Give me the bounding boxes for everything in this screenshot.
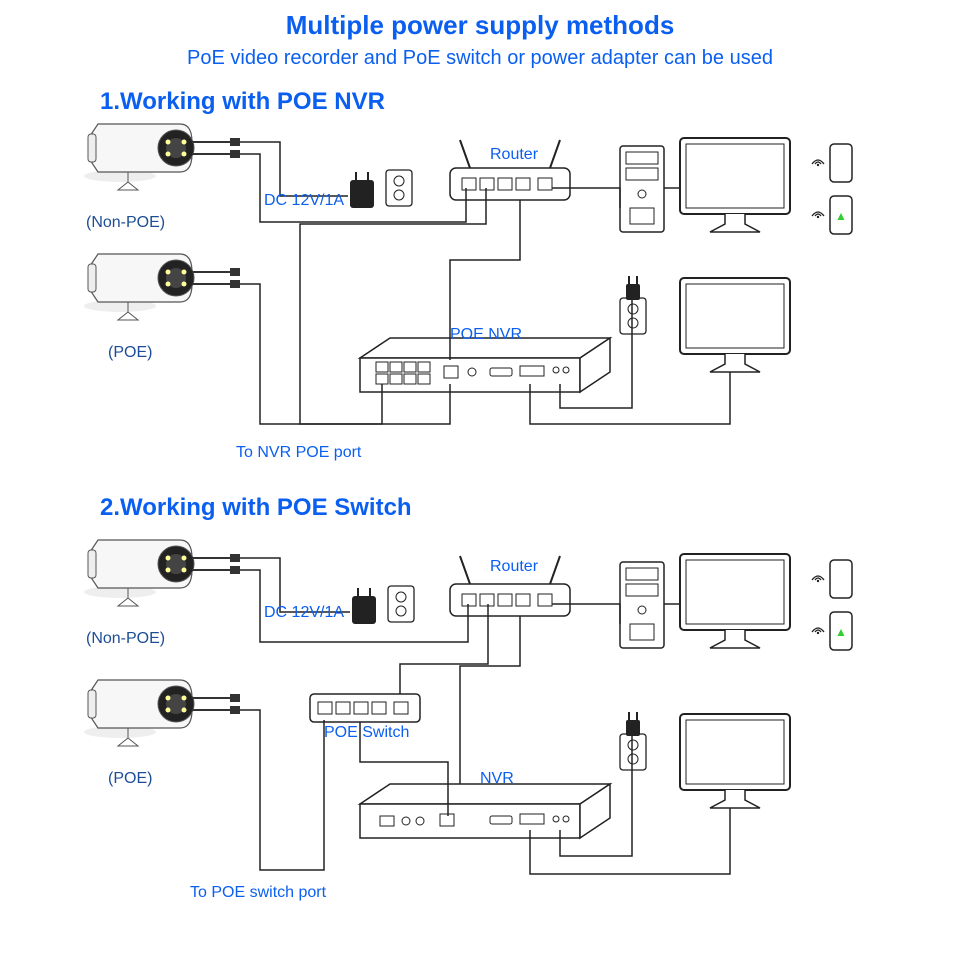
diagram-section-1: ▲ [0, 118, 960, 488]
label-to-nvr-port: To NVR POE port [236, 444, 361, 462]
label-router-2: Router [490, 558, 538, 576]
wall-outlet-2-icon [620, 298, 646, 334]
monitor-2-icon [680, 278, 790, 372]
camera-poe-icon [84, 254, 240, 320]
svg-text:▲: ▲ [835, 209, 847, 223]
camera-poe-2-icon [84, 680, 240, 746]
wall-outlet-icon [386, 170, 412, 206]
section2-title: 2.Working with POE Switch [100, 494, 412, 522]
label-to-switch-port: To POE switch port [190, 884, 326, 902]
camera-non-poe-2-icon [84, 540, 240, 606]
wall-outlet-3-icon [388, 586, 414, 622]
section1-title: 1.Working with POE NVR [100, 88, 385, 116]
label-router-1: Router [490, 146, 538, 164]
svg-text:▲: ▲ [835, 625, 847, 639]
power-adapter-2-icon [352, 596, 376, 624]
monitor-4-icon [680, 714, 790, 808]
page-title: Multiple power supply methods [0, 0, 960, 41]
monitor-icon [680, 138, 790, 232]
label-nvr: NVR [480, 770, 514, 788]
label-non-poe-1: (Non-POE) [86, 214, 165, 232]
label-poe-1: (POE) [108, 344, 152, 362]
page-subtitle: PoE video recorder and PoE switch or pow… [0, 47, 960, 70]
label-dc-1: DC 12V/1A [264, 192, 344, 210]
phone-ios-2-icon [830, 560, 852, 598]
power-plug-2-icon [626, 712, 640, 736]
pc-tower-2-icon [620, 562, 664, 648]
monitor-3-icon [680, 554, 790, 648]
label-poe-2: (POE) [108, 770, 152, 788]
label-poe-switch: POE Switch [324, 724, 409, 742]
phone-ios-icon [830, 144, 852, 182]
diagram-section-2: ▲ [0, 524, 960, 944]
label-non-poe-2: (Non-POE) [86, 630, 165, 648]
nvr-icon [360, 784, 610, 838]
wall-outlet-4-icon [620, 734, 646, 770]
pc-tower-icon [620, 146, 664, 232]
poe-switch-icon [310, 694, 420, 722]
power-plug-icon [626, 276, 640, 300]
camera-non-poe-icon [84, 124, 240, 190]
label-dc-2: DC 12V/1A [264, 604, 344, 622]
power-adapter-icon [350, 180, 374, 208]
label-poe-nvr: POE NVR [450, 326, 522, 344]
